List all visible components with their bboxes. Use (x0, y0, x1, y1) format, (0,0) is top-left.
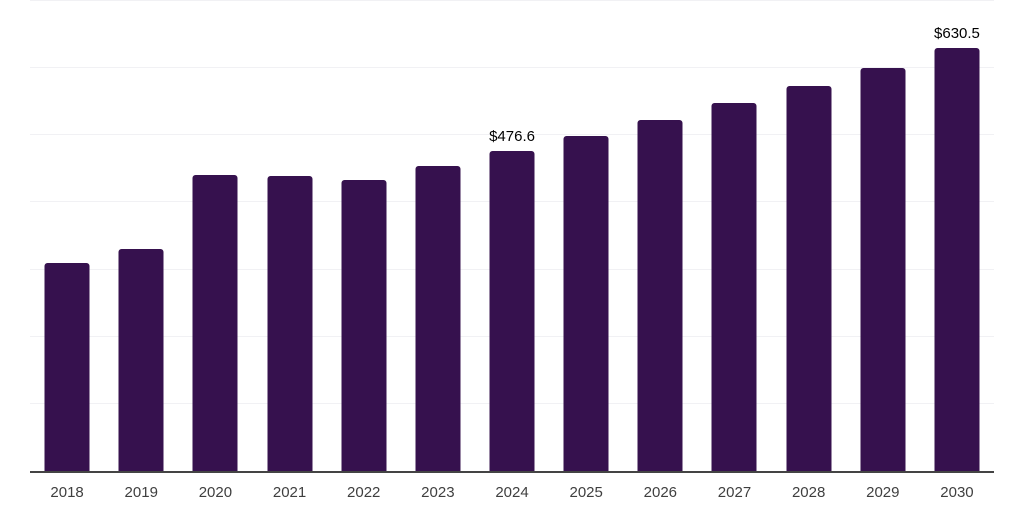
x-tick-label-2020: 2020 (198, 484, 233, 501)
bar-band-2030: $630.5 (920, 1, 994, 471)
x-axis-labels: 2018 2019 2020 2021 2022 2023 2024 2025 2026 2027… (30, 483, 994, 502)
x-tick-label-2024: 2024 (495, 484, 529, 501)
bar-band-2020 (178, 1, 252, 471)
bar-2028 (786, 86, 832, 471)
bar-2018 (44, 262, 90, 471)
bar-band-2019 (104, 1, 178, 471)
x-tick-label-2023: 2023 (421, 484, 455, 501)
y-gridline-500 (30, 134, 994, 136)
bars-row: $476.6 $630.5 (30, 1, 994, 471)
bar-2026 (637, 119, 683, 471)
bar-band-2021 (252, 1, 326, 471)
y-gridline-700 (30, 0, 994, 1)
bar-2019 (118, 249, 164, 471)
x-tick-label-2030: 2030 (940, 484, 974, 501)
x-tick-label-2018: 2018 (50, 484, 84, 501)
bar-2024 (489, 151, 535, 471)
bar-2021 (267, 175, 313, 471)
bar-band-2022 (327, 1, 401, 471)
x-tick-label-2027: 2027 (717, 484, 752, 501)
bar-band-2025 (549, 1, 623, 471)
x-tick-label-2019: 2019 (124, 484, 158, 501)
bar-band-2018 (30, 1, 104, 471)
bar-2020 (192, 174, 238, 471)
x-tick-label-2029: 2029 (866, 484, 900, 501)
bar-band-2024: $476.6 (475, 1, 549, 471)
x-tick-label-2026: 2026 (643, 484, 678, 501)
bar-2030 (934, 47, 980, 471)
x-tick-label-2025: 2025 (569, 484, 603, 501)
bar-2025 (563, 136, 609, 471)
bar-band-2026 (623, 1, 697, 471)
y-gridline-600 (30, 67, 994, 69)
bar-2023 (415, 165, 461, 471)
data-label-2024: $476.6 (489, 128, 535, 145)
x-tick-label-2022: 2022 (347, 484, 381, 501)
x-tick-label-2028: 2028 (791, 484, 826, 501)
bar-band-2028 (772, 1, 846, 471)
bar-2027 (711, 103, 757, 471)
bar-2022 (341, 179, 387, 471)
bar-band-2023 (401, 1, 475, 471)
data-label-2030: $630.5 (934, 24, 980, 42)
bar-band-2029 (846, 1, 920, 471)
bar-2029 (860, 67, 906, 471)
bar-band-2027 (697, 1, 771, 471)
plot-area: $476.6 $630.5 (30, 0, 994, 473)
x-tick-label-2021: 2021 (272, 484, 307, 501)
